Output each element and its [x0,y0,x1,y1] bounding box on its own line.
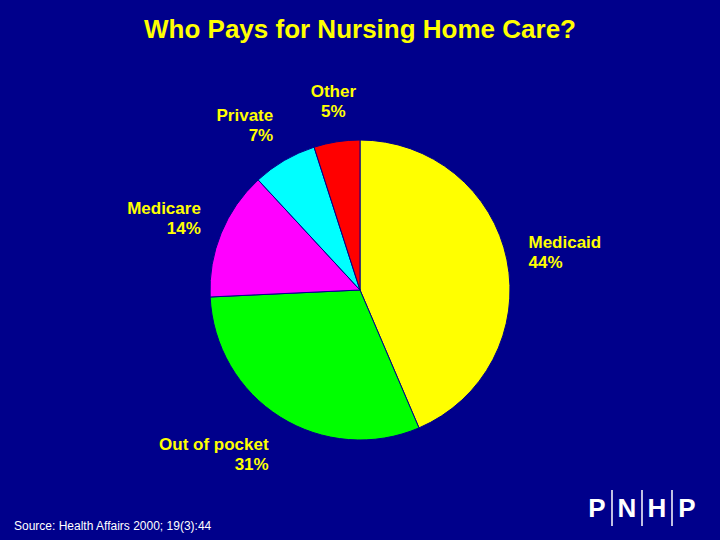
background [0,0,720,540]
data-label-name: Out of pocket [159,435,269,454]
data-label-name: Other [311,82,357,101]
data-label: Other5% [311,82,357,121]
data-label: Private7% [217,106,274,145]
data-label: Medicare14% [127,199,201,238]
data-label-name: Private [217,106,274,125]
data-label-name: Medicare [127,199,201,218]
source-note: Source: Health Affairs 2000; 19(3):44 [14,519,212,533]
pie-slice [210,290,419,440]
pie-slice [314,140,360,290]
data-label-value: 44% [528,253,562,272]
data-label-value: 14% [167,219,201,238]
logo-letter: P [588,493,605,523]
data-label: Medicaid44% [528,233,601,272]
data-label: Out of pocket31% [159,435,269,474]
logo-letter: P [678,493,695,523]
logo: PNHP [588,490,695,526]
logo-divider [671,490,673,526]
logo-divider [641,490,643,526]
title: Who Pays for Nursing Home Care? [144,14,576,44]
logo-divider [611,490,613,526]
data-label-value: 31% [235,455,269,474]
data-label-value: 5% [321,102,346,121]
data-label-name: Medicaid [528,233,601,252]
data-label-value: 7% [249,126,274,145]
logo-letter: H [648,493,667,523]
logo-letter: N [618,493,637,523]
logo-text: PNHP [588,493,695,523]
pie: Medicaid44% Out of pocket31% Medicare14% Pr… [127,82,601,473]
chart: Who Pays for Nursing Home Care? Medicaid4… [0,0,720,540]
